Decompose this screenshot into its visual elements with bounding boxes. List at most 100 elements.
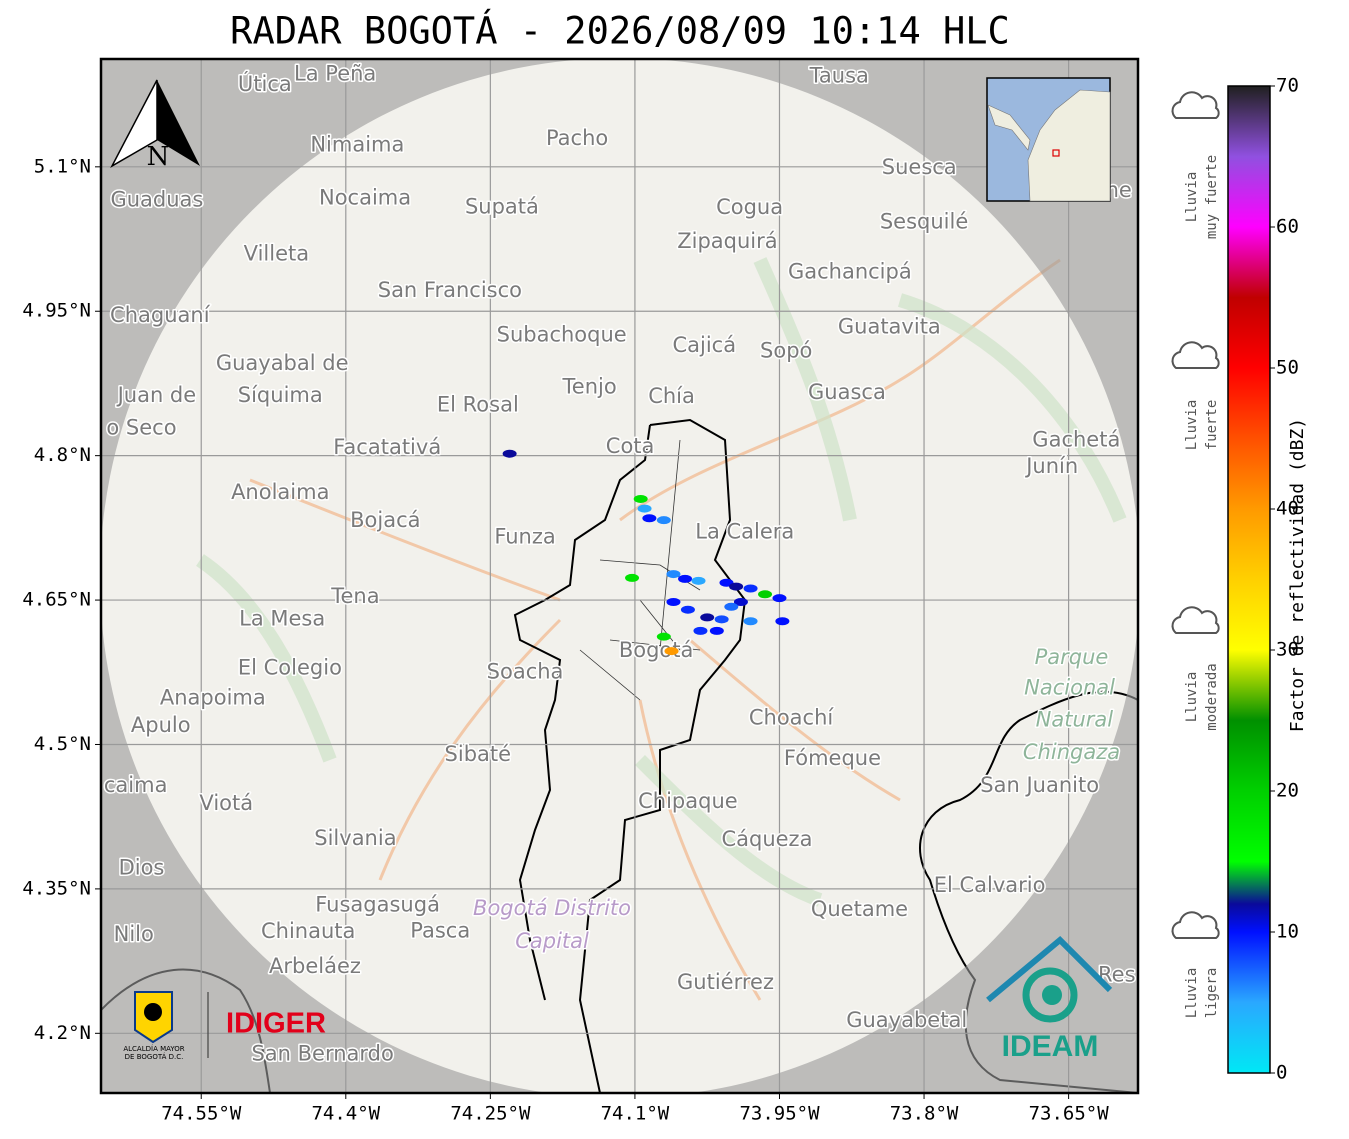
place-label: Guasca: [808, 380, 886, 404]
map-frame: [99, 57, 1140, 1095]
place-label: Gachancipá: [788, 260, 912, 284]
place-label: Tena: [330, 584, 379, 608]
logo-alcaldia: ALCALDÍA MAYOR DE BOGOTÁ D.C. IDIGER: [123, 991, 326, 1061]
y-tick-label: 4.5°N: [34, 733, 91, 755]
place-label: Sesquilé: [880, 210, 968, 234]
y-tick-label: 5.1°N: [34, 155, 91, 177]
place-label: Anapoima: [160, 685, 266, 709]
radar-echo: [656, 516, 671, 525]
place-label: Silvania: [314, 826, 396, 850]
place-label: Facatativá: [333, 435, 441, 459]
place-label: o Seco: [106, 416, 176, 440]
place-label: San Juanito: [980, 773, 1099, 797]
place-label: Bogotá Distrito: [473, 896, 631, 920]
colorbar-label: Factor de reflectividad (dBZ): [1287, 418, 1308, 732]
place-label: Chía: [648, 384, 695, 408]
place-label: Choachí: [749, 705, 835, 729]
place-label: Fusagasugá: [315, 892, 440, 916]
weather-icon: [1171, 606, 1220, 634]
radar-echo: [700, 613, 715, 622]
place-label: Dios: [119, 856, 165, 880]
colorbar-tick-label: 10: [1276, 921, 1299, 943]
x-tick-label: 74.4°W: [311, 1103, 380, 1125]
place-label: Sibaté: [445, 742, 512, 766]
place-label: Pacho: [546, 126, 608, 150]
radar-echo: [724, 602, 739, 611]
x-tick-label: 73.8°W: [890, 1103, 959, 1125]
place-label: Tausa: [809, 63, 869, 87]
radar-echo: [666, 597, 681, 606]
place-label: Cota: [606, 434, 655, 458]
place-label: Capital: [515, 929, 589, 953]
title: RADAR BOGOTÁ - 2026/08/09 10:14 HLC: [230, 9, 1010, 53]
place-label: Guatavita: [838, 315, 941, 339]
colorbar-tick-label: 30: [1276, 639, 1299, 661]
radar-echo: [709, 626, 724, 635]
x-tick-label: 74.55°W: [161, 1103, 242, 1125]
place-label: Funza: [494, 524, 555, 548]
place-label: El Rosal: [437, 393, 519, 417]
weather-icon: [1171, 911, 1220, 939]
colorbar-tick-label: 70: [1276, 75, 1299, 97]
legend-label: Lluvia: [1184, 400, 1200, 451]
logo-text: ALCALDÍA MAYOR: [123, 1044, 184, 1053]
place-label: Soacha: [487, 659, 564, 683]
legend-label: Lluvia: [1184, 172, 1200, 223]
radar-echo: [664, 647, 679, 656]
place-label: Zipaquirá: [677, 229, 777, 253]
x-tick-label: 73.95°W: [739, 1103, 820, 1125]
place-label: Villeta: [244, 241, 309, 265]
legend-label: Lluvia: [1184, 672, 1200, 723]
inset-map: [986, 77, 1111, 202]
colorbar: 0 10 20 30 40 50 60 70 Factor de reflectividad (…: [1227, 75, 1308, 1084]
out-of-range: [101, 59, 1138, 1093]
weather-icon: [1171, 91, 1220, 119]
place-label: Chaguaní: [110, 303, 211, 327]
north-label: N: [147, 142, 170, 172]
colorbar-gradient: [1227, 85, 1271, 1074]
radar-echo: [733, 597, 748, 606]
place-label: Útica: [238, 71, 292, 96]
radar-echo: [743, 584, 758, 593]
logo-text: DE BOGOTÁ D.C.: [125, 1052, 184, 1061]
radar-echo: [772, 594, 787, 603]
place-label: Cáqueza: [721, 827, 812, 851]
place-label: San Bernardo: [251, 1041, 393, 1065]
legend-label: fuerte: [1204, 400, 1220, 451]
logo-text: IDIGER: [226, 1008, 326, 1040]
place-label: Sopó: [760, 339, 812, 363]
place-label: La Calera: [695, 520, 794, 544]
place-label: caima: [104, 773, 168, 797]
radar-echo: [714, 615, 729, 624]
place-label: Fómeque: [784, 746, 881, 770]
place-label: Nilo: [114, 922, 154, 946]
colorbar-tick-label: 60: [1276, 216, 1299, 238]
place-label: Chipaque: [638, 789, 738, 813]
radar-echo: [642, 514, 657, 523]
place-label: Junín: [1024, 454, 1078, 478]
place-label: El Colegio: [238, 655, 342, 679]
place-label: Natural: [1036, 707, 1114, 731]
logo-ideam: IDEAM: [986, 935, 1113, 1063]
radar-echo: [666, 570, 681, 579]
radar-echo: [693, 626, 708, 635]
legend-label: ligera: [1204, 968, 1220, 1019]
place-label: Gachetá: [1032, 427, 1120, 451]
x-tick-label: 73.65°W: [1029, 1103, 1110, 1125]
place-label: Nacional: [1024, 676, 1115, 700]
legend-label: Lluvia: [1184, 968, 1200, 1019]
radar-echo: [625, 573, 640, 582]
radar-echo: [502, 449, 517, 458]
colorbar-tick-label: 40: [1276, 498, 1299, 520]
legend-label: muy fuerte: [1204, 155, 1220, 239]
x-tick-label: 74.1°W: [601, 1103, 670, 1125]
place-label: Viotá: [199, 791, 253, 815]
place-label: Pasca: [410, 918, 470, 942]
y-tick-label: 4.2°N: [34, 1022, 91, 1044]
weather-icon: [1171, 341, 1220, 369]
north-arrow: N: [110, 79, 200, 172]
radar-echo: [743, 617, 758, 626]
place-label: Guayabal de: [216, 351, 349, 375]
place-label: Bogotá: [619, 638, 694, 662]
